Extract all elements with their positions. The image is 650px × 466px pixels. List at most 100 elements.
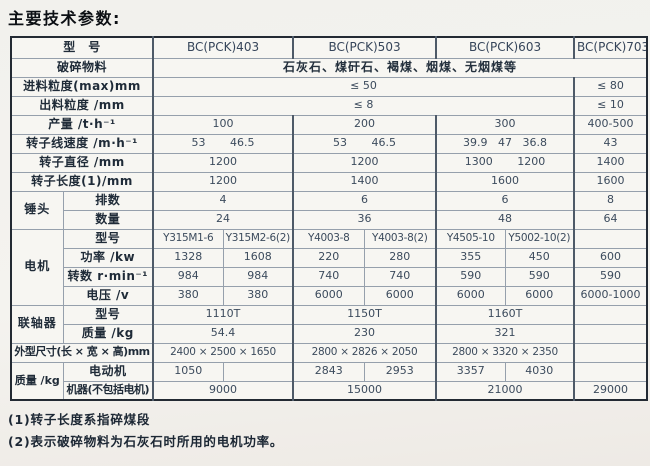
motor-voltage-403b: 380 xyxy=(222,285,294,306)
rotor-diameter-label: 转子直径 /mm xyxy=(10,152,154,173)
motor-weight-703 xyxy=(573,361,648,382)
motor-model-403a: Y315M1-6 xyxy=(152,228,224,249)
row-dimensions: 外型尺寸(长 × 宽 × 高)mm 2400 × 2500 × 1650 280… xyxy=(10,342,648,363)
capacity-403: 100 xyxy=(152,114,294,135)
coupling-model-603: 1160T xyxy=(435,304,575,325)
motor-weight-603b: 4030 xyxy=(504,361,575,382)
motor-speed-503a: 740 xyxy=(292,266,365,287)
motor-speed-403a: 984 xyxy=(152,266,224,287)
weight-group-label: 质量 /kg xyxy=(10,361,64,401)
motor-weight-503b: 2953 xyxy=(363,361,437,382)
row-coupling-model: 联轴器 型号 1110T 1150T 1160T xyxy=(10,304,648,344)
row-output-size: 出料粒度 /mm ≤ 8 ≤ 10 xyxy=(10,95,648,116)
coupling-model-403: 1110T xyxy=(152,304,294,325)
coupling-weight-603: 321 xyxy=(435,323,575,344)
hammer-count-703: 64 xyxy=(573,209,648,230)
output-size-label: 出料粒度 /mm xyxy=(10,95,154,116)
row-motor-model: 电机 型号 Y315M1-6 Y315M2-6(2) Y4003-8 Y4003… xyxy=(10,228,648,306)
row-feed-size: 进料粒度(max)mm ≤ 50 ≤ 80 xyxy=(10,76,648,97)
capacity-703: 400-500 xyxy=(573,114,648,135)
motor-weight-label: 电动机 xyxy=(62,361,154,382)
rotor-length-label: 转子长度(1)/mm xyxy=(10,171,154,192)
coupling-weight-703 xyxy=(573,323,648,344)
motor-voltage-label: 电压 /v xyxy=(62,285,154,306)
machine-weight-label: 机器(不包括电机) xyxy=(62,380,154,401)
motor-speed-label: 转数 r·min⁻¹ xyxy=(62,266,154,287)
coupling-weight-label: 质量 /kg xyxy=(62,323,154,344)
motor-power-603b: 450 xyxy=(504,247,575,268)
row-rotor-length: 转子长度(1)/mm 1200 1400 1600 1600 xyxy=(10,171,648,192)
motor-voltage-603b: 6000 xyxy=(504,285,575,306)
row-motor-voltage: 电压 /v 380 380 6000 6000 6000 6000 6000-1… xyxy=(11,285,648,306)
coupling-weight-403: 54.4 xyxy=(152,323,294,344)
row-hammer-rows: 锤头 排数 4 6 6 8 xyxy=(10,190,648,230)
motor-speed-703: 590 xyxy=(573,266,648,287)
motor-model-label: 型号 xyxy=(62,228,154,249)
material-value: 石灰石、煤矸石、褐煤、烟煤、无烟煤等 xyxy=(152,57,648,78)
motor-model-503a: Y4003-8 xyxy=(292,228,365,249)
hammer-rows-503: 6 xyxy=(292,190,437,211)
coupling-weight-503: 230 xyxy=(292,323,437,344)
motor-model-503b: Y4003-8(2) xyxy=(363,228,437,249)
row-hammer-count: 数量 24 36 48 64 xyxy=(11,209,648,230)
row-motor-weight: 质量 /kg 电动机 1050 2843 2953 3357 4030 xyxy=(10,361,648,401)
motor-model-603b: Y5002-10(2) xyxy=(504,228,575,249)
hammer-count-603: 48 xyxy=(435,209,575,230)
coupling-model-503: 1150T xyxy=(292,304,437,325)
row-rotor-diameter: 转子直径 /mm 1200 1200 1300 1200 1400 xyxy=(10,152,648,173)
motor-voltage-703: 6000-1000 xyxy=(573,285,648,306)
capacity-503: 200 xyxy=(292,114,437,135)
footnote-1: (1)转子长度系指碎煤段 xyxy=(8,412,151,427)
rotor-speed-403: 53 46.5 xyxy=(152,133,294,154)
motor-power-403a: 1328 xyxy=(152,247,224,268)
hammer-count-403: 24 xyxy=(152,209,294,230)
rotor-speed-label: 转子线速度 /m·h⁻¹ xyxy=(10,133,154,154)
motor-weight-403a: 1050 xyxy=(152,361,224,382)
footnotes: (1)转子长度系指碎煤段 (2)表示破碎物料为石灰石时所用的电机功率。 xyxy=(8,409,650,453)
dimensions-703 xyxy=(573,342,648,363)
motor-power-503b: 280 xyxy=(363,247,437,268)
motor-model-603a: Y4505-10 xyxy=(435,228,506,249)
motor-speed-603a: 590 xyxy=(435,266,506,287)
rotor-length-703: 1600 xyxy=(573,171,648,192)
header-model-703: BC(PCK)703 xyxy=(573,36,648,59)
rotor-length-403: 1200 xyxy=(152,171,294,192)
motor-weight-403b xyxy=(222,361,294,382)
rotor-speed-703: 43 xyxy=(573,133,648,154)
motor-model-403b: Y315M2-6(2) xyxy=(222,228,294,249)
motor-voltage-403a: 380 xyxy=(152,285,224,306)
output-size-703: ≤ 10 xyxy=(573,95,648,116)
row-machine-weight: 机器(不包括电机) 9000 15000 21000 29000 xyxy=(11,380,648,401)
motor-speed-503b: 740 xyxy=(363,266,437,287)
dimensions-403: 2400 × 2500 × 1650 xyxy=(152,342,294,363)
row-rotor-speed: 转子线速度 /m·h⁻¹ 53 46.5 53 46.5 39.9 47 36.… xyxy=(10,133,648,154)
machine-weight-503: 15000 xyxy=(292,380,437,401)
row-motor-power: 功率 /kw 1328 1608 220 280 355 450 600 xyxy=(11,247,648,268)
motor-voltage-603a: 6000 xyxy=(435,285,506,306)
output-size-main: ≤ 8 xyxy=(152,95,575,116)
capacity-label: 产量 /t·h⁻¹ xyxy=(10,114,154,135)
feed-size-label: 进料粒度(max)mm xyxy=(10,76,154,97)
motor-power-603a: 355 xyxy=(435,247,506,268)
feed-size-703: ≤ 80 xyxy=(573,76,648,97)
rotor-diameter-403: 1200 xyxy=(152,152,294,173)
motor-power-label: 功率 /kw xyxy=(62,247,154,268)
machine-weight-603: 21000 xyxy=(435,380,575,401)
hammer-rows-403: 4 xyxy=(152,190,294,211)
feed-size-main: ≤ 50 xyxy=(152,76,575,97)
motor-power-703: 600 xyxy=(573,247,648,268)
hammer-group-label: 锤头 xyxy=(10,190,64,230)
machine-weight-703: 29000 xyxy=(573,380,648,401)
rotor-diameter-603: 1300 1200 xyxy=(435,152,575,173)
capacity-603: 300 xyxy=(435,114,575,135)
rotor-diameter-703: 1400 xyxy=(573,152,648,173)
row-header: 型 号 BC(PCK)403 BC(PCK)503 BC(PCK)603 BC(… xyxy=(10,36,648,59)
dimensions-503: 2800 × 2826 × 2050 xyxy=(292,342,437,363)
rotor-speed-603: 39.9 47 36.8 xyxy=(435,133,575,154)
rotor-speed-503: 53 46.5 xyxy=(292,133,437,154)
motor-speed-403b: 984 xyxy=(222,266,294,287)
coupling-model-label: 型号 xyxy=(62,304,154,325)
page-title: 主要技术参数: xyxy=(8,9,121,28)
hammer-count-label: 数量 xyxy=(62,209,154,230)
